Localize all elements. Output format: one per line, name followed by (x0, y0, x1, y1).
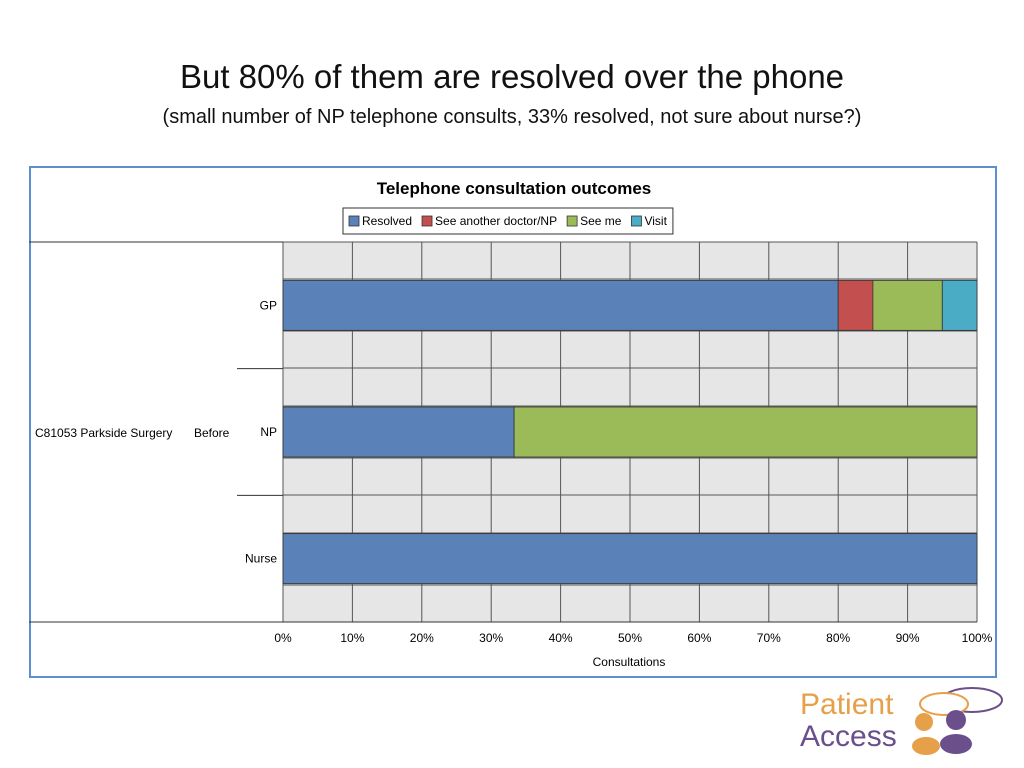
legend-label: See me (580, 214, 622, 228)
chart-legend: Resolved See another doctor/NP See me Visit (342, 207, 674, 235)
patient-access-logo: Patient Access (796, 686, 1010, 756)
logo-people-icon (912, 687, 1003, 755)
legend-box (342, 207, 674, 235)
x-tick-label: 70% (757, 631, 781, 645)
subgroup-label: Before (194, 426, 230, 440)
x-axis-title: Consultations (593, 655, 666, 669)
legend-swatch (566, 215, 578, 227)
x-tick-label: 90% (896, 631, 920, 645)
x-tick-label: 80% (826, 631, 850, 645)
x-tick-label: 40% (549, 631, 573, 645)
x-axis: Consultations 0% 10% 20% 30% 40% 50% 60% 70% 80%… (274, 631, 992, 669)
bar-gp-see-another-doctor-np (837, 279, 874, 331)
bar-np-resolved (282, 406, 515, 458)
legend-label: Resolved (362, 214, 412, 228)
x-tick-label: 50% (618, 631, 642, 645)
y-axis: C81053 Parkside Surgery Before GP NP Nurse (35, 298, 283, 566)
x-tick-label: 100% (962, 631, 993, 645)
category-label: NP (260, 425, 277, 439)
legend-swatch (421, 215, 433, 227)
slide-title: But 80% of them are resolved over the ph… (179, 58, 845, 95)
category-label: Nurse (245, 552, 277, 566)
logo-line-1: Patient (800, 688, 894, 721)
logo-line-2: Access (800, 720, 897, 753)
bar-gp-see-me (872, 279, 943, 331)
legend-swatch (348, 215, 360, 227)
legend-label: See another doctor/NP (435, 214, 557, 228)
x-tick-label: 60% (687, 631, 711, 645)
chart: Telephone consultation outcomes Resolved… (29, 179, 993, 669)
x-tick-label: 0% (274, 631, 292, 645)
x-tick-label: 30% (479, 631, 503, 645)
x-tick-label: 20% (410, 631, 434, 645)
legend-label: Visit (644, 214, 667, 228)
chart-title: Telephone consultation outcomes (377, 179, 652, 198)
category-label: GP (260, 298, 277, 312)
bar-gp-resolved (282, 279, 839, 331)
legend-swatch (631, 215, 642, 227)
plot-area (29, 241, 978, 623)
x-tick-label: 10% (340, 631, 364, 645)
slide-subtitle: (small number of NP telephone consults, … (162, 106, 862, 128)
bar-np-see-me (513, 406, 978, 458)
group-label: C81053 Parkside Surgery (35, 426, 172, 440)
bar-nurse-resolved (282, 533, 978, 585)
bar-gp-visit (941, 279, 978, 331)
